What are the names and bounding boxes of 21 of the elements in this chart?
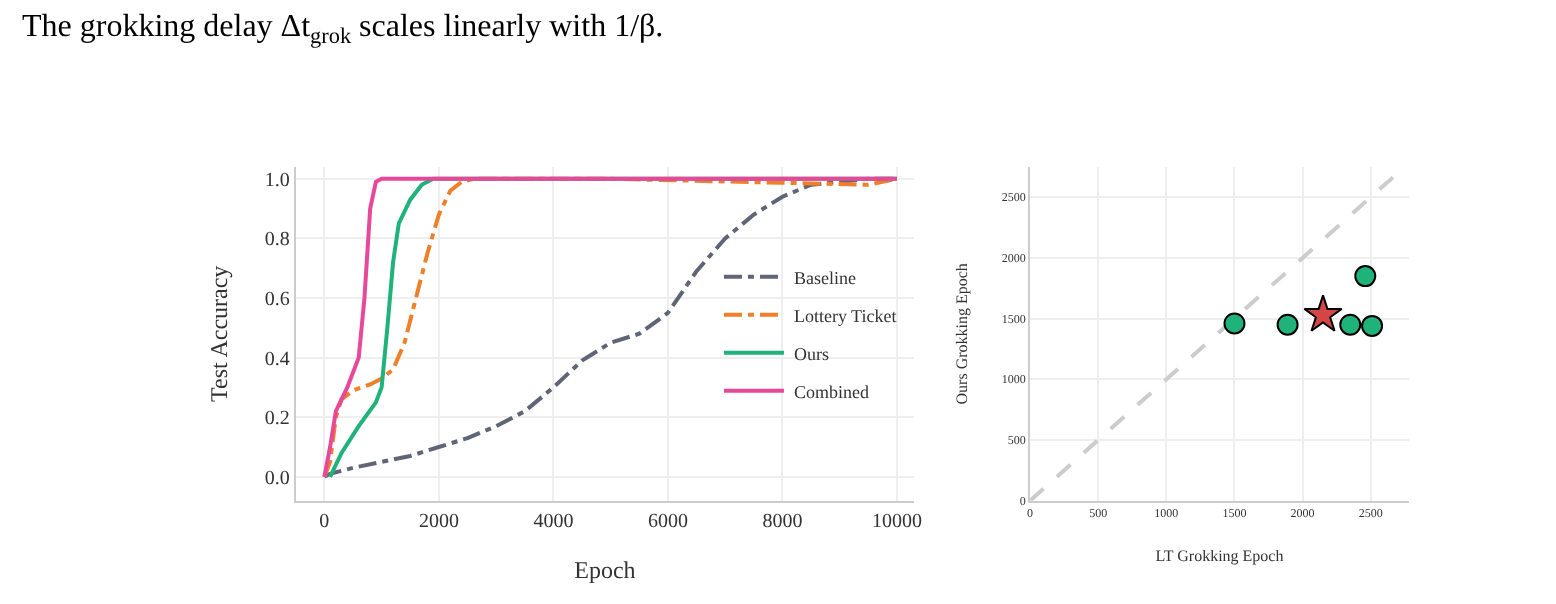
x-tick-label: 2000 bbox=[418, 510, 459, 533]
x-tick-label: 8000 bbox=[762, 510, 803, 533]
y-axis-title: Test Accuracy bbox=[205, 265, 234, 402]
y-tick-label: 1.0 bbox=[264, 169, 290, 192]
text: The grokking delay Δt$_{grok}$ scales linearly with 1/β. bbox=[22, 10, 664, 49]
x-axis-title: LT Grokking Epoch bbox=[1155, 547, 1284, 566]
y-axis-title: Ours Grokking Epoch bbox=[953, 263, 972, 405]
y-tick-label: 0.0 bbox=[264, 467, 290, 490]
y-tick-label: 0.8 bbox=[264, 229, 290, 252]
y-tick-label: 0.4 bbox=[264, 348, 290, 371]
x-tick-label: 0 bbox=[319, 510, 330, 533]
legend-label: Combined bbox=[793, 381, 870, 402]
legend-label: Lottery Ticket bbox=[793, 305, 898, 326]
x-tick-label: 4000 bbox=[533, 510, 574, 533]
x-axis-title: Epoch bbox=[574, 556, 636, 585]
y-tick-label: 0.2 bbox=[264, 408, 290, 431]
x-tick-label: 10000 bbox=[871, 510, 922, 533]
y-tick-label: 0.6 bbox=[264, 289, 290, 311]
legend-label: Baseline bbox=[793, 267, 856, 288]
x-tick-label: 6000 bbox=[647, 510, 688, 533]
legend-label: Ours bbox=[793, 343, 830, 364]
